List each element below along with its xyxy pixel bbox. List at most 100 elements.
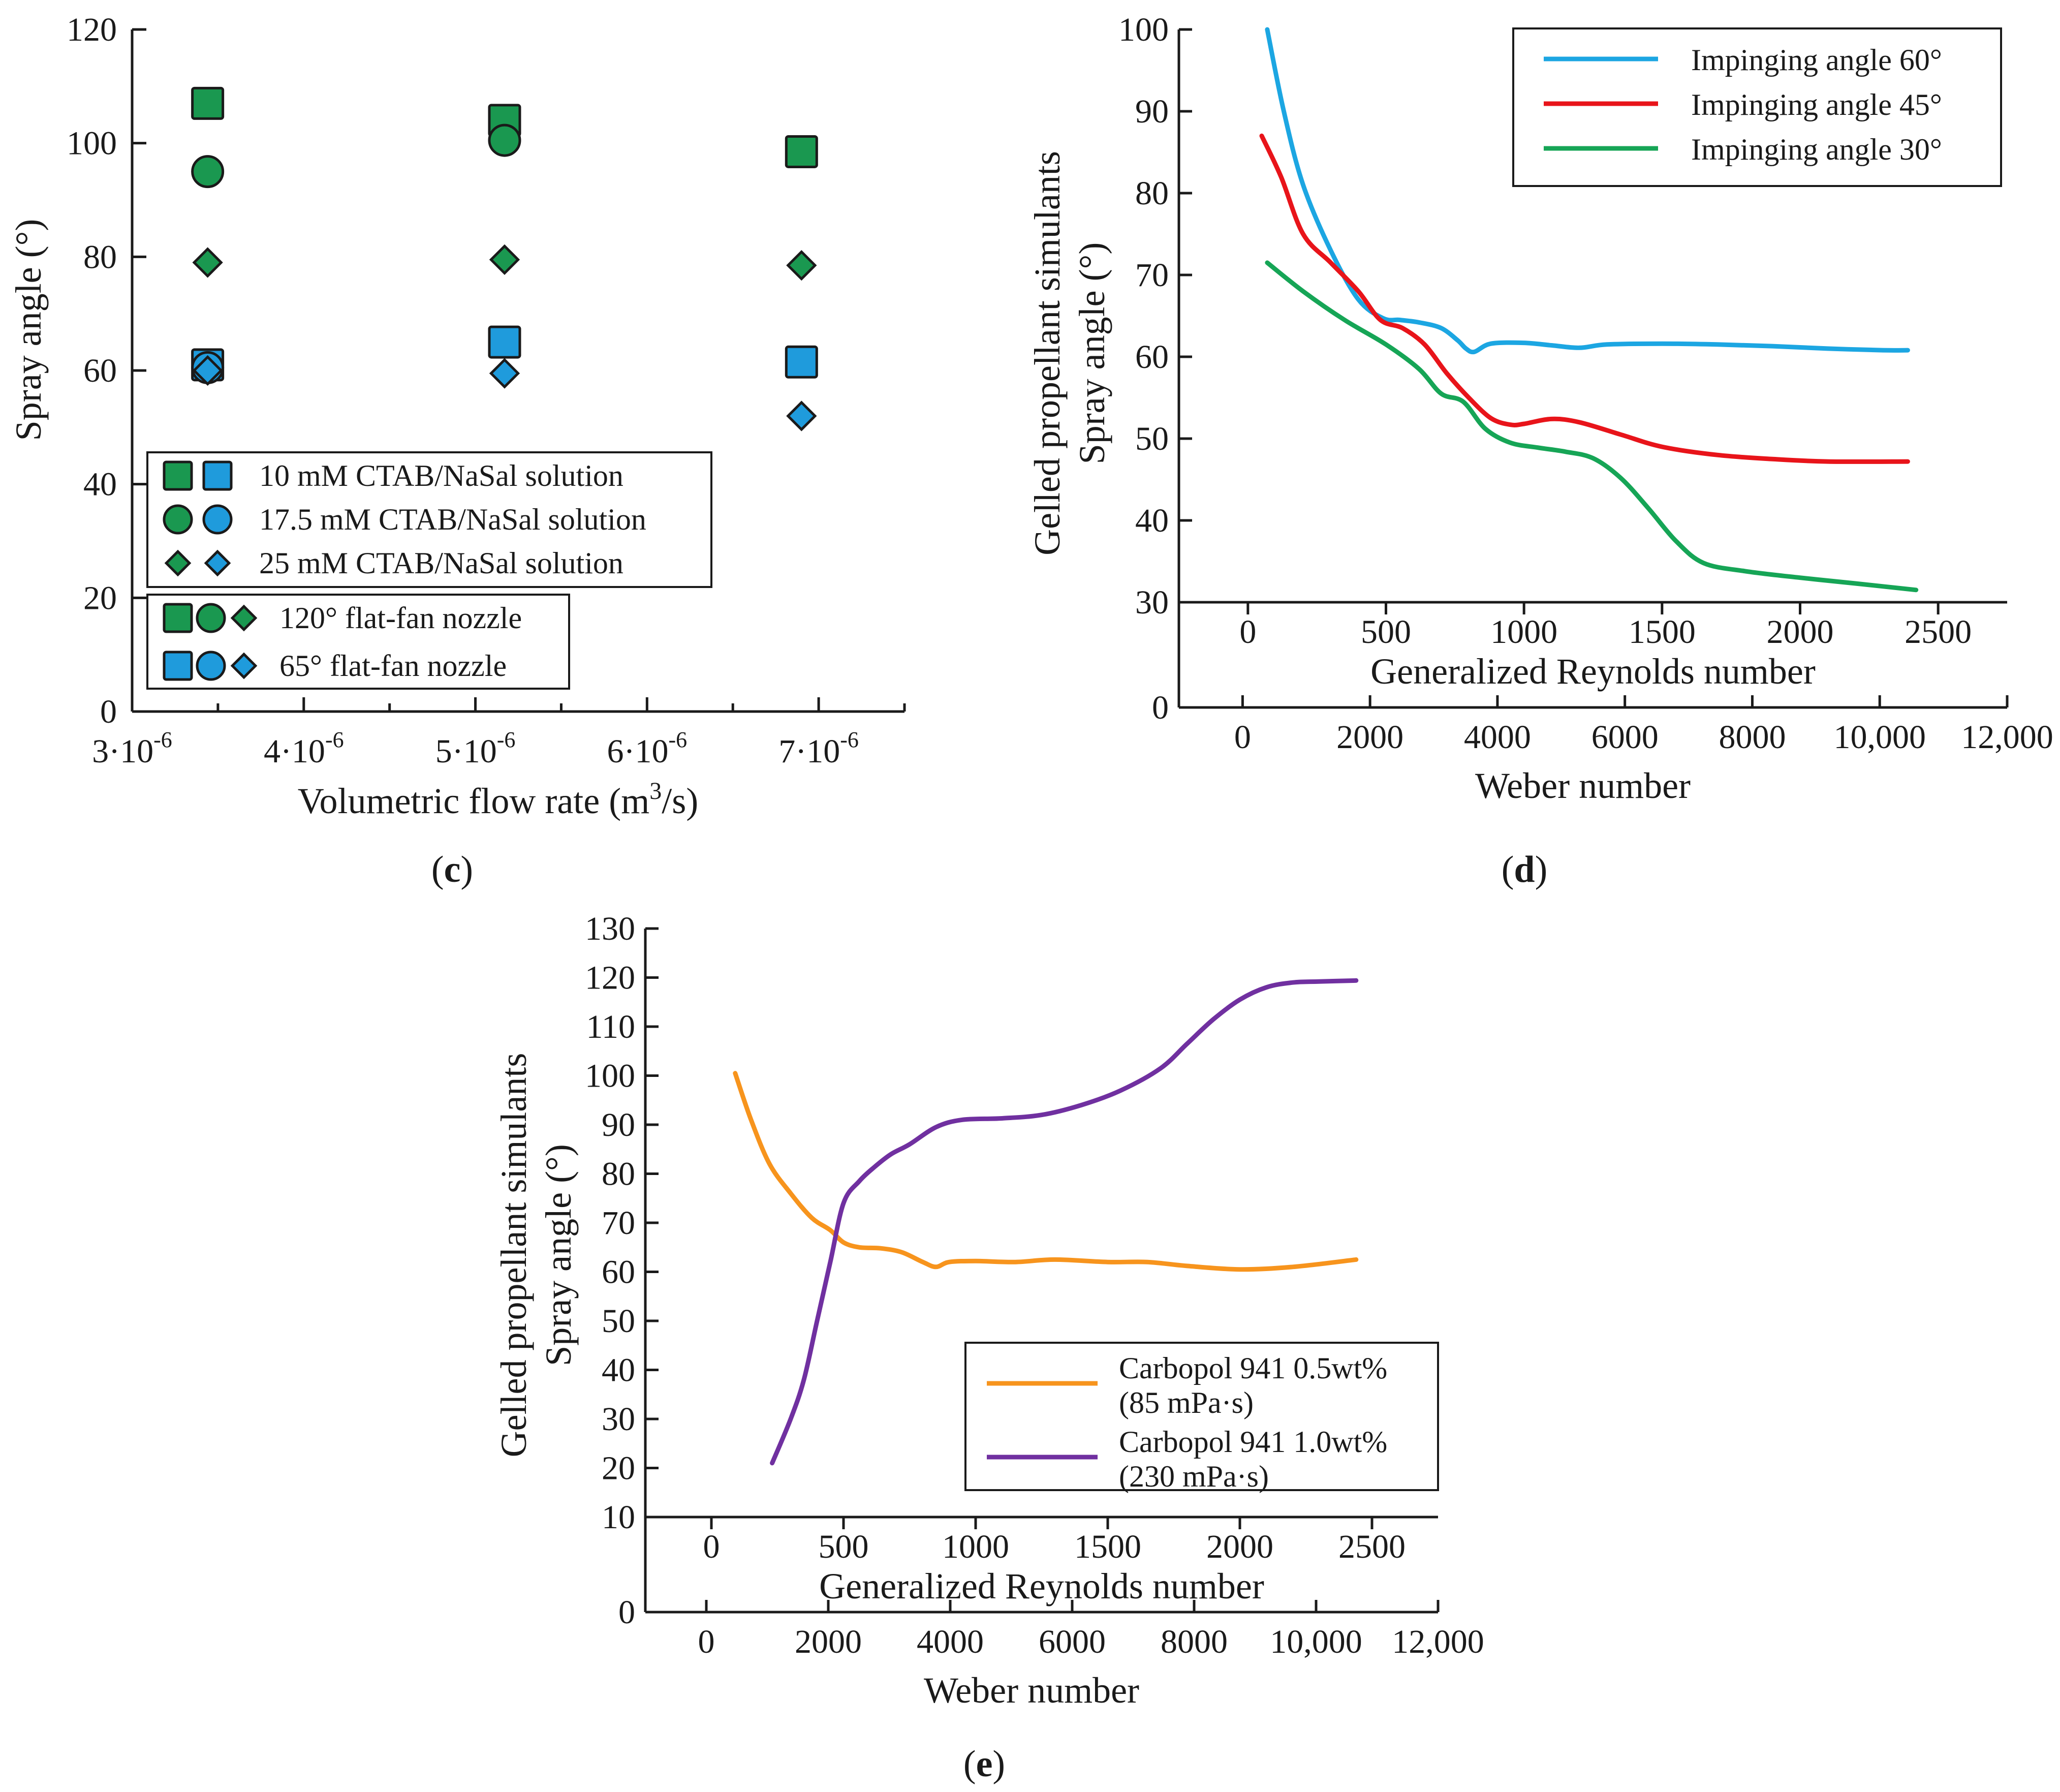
legend-marker-green — [163, 504, 193, 535]
x-tick-label-weber: 4000 — [1464, 719, 1531, 756]
x-tick-label-reynolds: 500 — [1361, 613, 1411, 651]
legend-label: Impinging angle 45° — [1691, 88, 1942, 121]
x-axis-title: Volumetric flow rate (m3/s) — [298, 778, 698, 821]
y-tick-label: 10 — [602, 1499, 635, 1536]
x-tick-label-reynolds: 2500 — [1338, 1528, 1406, 1565]
y-tick-label: 50 — [602, 1303, 635, 1340]
x-tick-label-reynolds: 1500 — [1074, 1528, 1141, 1565]
x-tick-label-weber: 10,000 — [1270, 1623, 1362, 1660]
x-tick-label-weber: 12,000 — [1392, 1623, 1484, 1660]
x-tick-label: 7·10-6 — [778, 727, 859, 770]
data-point-diamond — [192, 355, 223, 386]
legend-marker-blue — [204, 549, 231, 577]
legend-label-line2: (85 mPa·s) — [1119, 1386, 1254, 1419]
x-tick-label-reynolds: 1000 — [942, 1528, 1009, 1565]
x-tick-label-reynolds: 500 — [819, 1528, 869, 1565]
y-tick-label: 30 — [602, 1401, 635, 1438]
legend-carbopol — [964, 1342, 1439, 1491]
legend-label: Impinging angle 60° — [1691, 43, 1942, 77]
x-tick-base: 3·10 — [92, 733, 153, 770]
x-tick-label-weber: 4000 — [917, 1623, 984, 1660]
y-tick-label: 70 — [602, 1204, 635, 1242]
x-tick-label-reynolds: 2000 — [1206, 1528, 1273, 1565]
y-axis-title: Gelled propellant simulants Spray angle (… — [493, 1053, 579, 1458]
data-point-square — [785, 345, 818, 379]
x-tick-exp: -6 — [325, 727, 344, 752]
y-tick-label-zero: 0 — [618, 1594, 635, 1631]
x-tick-label-reynolds: 1500 — [1629, 613, 1696, 651]
x-tick-label: 4·10-6 — [264, 727, 344, 770]
x-tick-label-weber: 0 — [698, 1623, 715, 1660]
data-point-diamond — [489, 358, 520, 389]
x-tick-label-reynolds: 1000 — [1490, 613, 1557, 651]
x-tick-label-weber: 0 — [1234, 719, 1251, 756]
data-point-circle — [191, 155, 225, 189]
x-tick-label-weber: 2000 — [1336, 719, 1403, 756]
y-tick-label: 100 — [67, 125, 117, 162]
series-line-0 — [1265, 27, 1910, 355]
y-tick-label: 30 — [1135, 584, 1169, 621]
legend-marker-blue — [202, 460, 233, 491]
legend-label: 10 mM CTAB/NaSal solution — [259, 459, 623, 492]
legend-label-line2: (230 mPa·s) — [1119, 1460, 1269, 1493]
x-tick-label-reynolds: 2000 — [1767, 613, 1834, 651]
legend-label-line1: Carbopol 941 1.0wt% — [1119, 1425, 1387, 1459]
panel-e-line-chart: 10 20 30 40 50 60 70 80 90 100 110 120 130 0 0 500 1000 1… — [493, 910, 1484, 1711]
x-tick-label: 5·10-6 — [435, 727, 516, 770]
x-tick-exp: -6 — [153, 727, 172, 752]
panel-label-e: (e) — [963, 1743, 1005, 1785]
x-axis-title-reynolds: Generalized Reynolds number — [819, 1566, 1264, 1606]
x-tick-label-weber: 12,000 — [1961, 719, 2053, 756]
y-tick-label: 80 — [1135, 175, 1169, 212]
legend-label: 17.5 mM CTAB/NaSal solution — [259, 503, 646, 536]
y-tick-label: 0 — [100, 693, 117, 730]
x-axis-title-weber: Weber number — [1475, 765, 1691, 806]
x-tick-exp: -6 — [668, 727, 687, 752]
legend-label: 25 mM CTAB/NaSal solution — [259, 546, 623, 580]
data-point-square — [785, 135, 818, 168]
data-point-circle — [488, 123, 521, 157]
y-tick-label: 40 — [602, 1352, 635, 1389]
legend-label-line1: Carbopol 941 0.5wt% — [1119, 1351, 1387, 1385]
legend-marker-circle — [196, 651, 226, 681]
legend-marker-diamond — [230, 652, 258, 679]
x-tick-label: 6·10-6 — [607, 727, 688, 770]
x-tick-label-weber: 8000 — [1719, 719, 1786, 756]
y-tick-label: 120 — [585, 960, 635, 997]
legend-label: 65° flat-fan nozzle — [279, 649, 507, 683]
y-tick-label: 20 — [602, 1450, 635, 1487]
y-tick-label: 110 — [586, 1008, 635, 1045]
y-tick-label: 40 — [1135, 502, 1169, 539]
y-tick-label: 80 — [83, 238, 117, 275]
x-tick-exp: -6 — [840, 727, 859, 752]
legend-marker-green — [164, 549, 192, 577]
y-tick-label: 90 — [1135, 93, 1169, 130]
x-tick-base: 7·10 — [778, 733, 840, 770]
series-line-1 — [1259, 133, 1910, 464]
x-tick-label-reynolds: 2500 — [1905, 613, 1972, 651]
y-tick-label: 20 — [83, 579, 117, 616]
y-tick-label: 60 — [602, 1254, 635, 1291]
y-tick-label-zero: 0 — [1152, 689, 1169, 726]
legend-marker-circle — [196, 603, 226, 633]
legend-marker-green — [163, 460, 193, 491]
y-tick-label: 90 — [602, 1106, 635, 1144]
y-axis-title: Spray angle (°) — [8, 219, 49, 441]
panel-label-c: (c) — [431, 849, 473, 890]
x-tick-label-reynolds: 0 — [703, 1528, 720, 1565]
x-tick-base: 6·10 — [607, 733, 669, 770]
legend-concentration — [146, 451, 712, 588]
data-point-square — [488, 325, 521, 359]
x-tick-exp: -6 — [497, 727, 516, 752]
y-tick-label: 100 — [585, 1058, 635, 1095]
legend-marker-diamond — [230, 604, 258, 632]
legend-label: 120° flat-fan nozzle — [279, 601, 522, 635]
data-point-diamond — [192, 247, 223, 278]
data-point-square — [191, 86, 225, 120]
data-point-diamond — [489, 244, 520, 275]
series-line-0 — [733, 1071, 1359, 1272]
x-tick-label-weber: 8000 — [1161, 1623, 1228, 1660]
